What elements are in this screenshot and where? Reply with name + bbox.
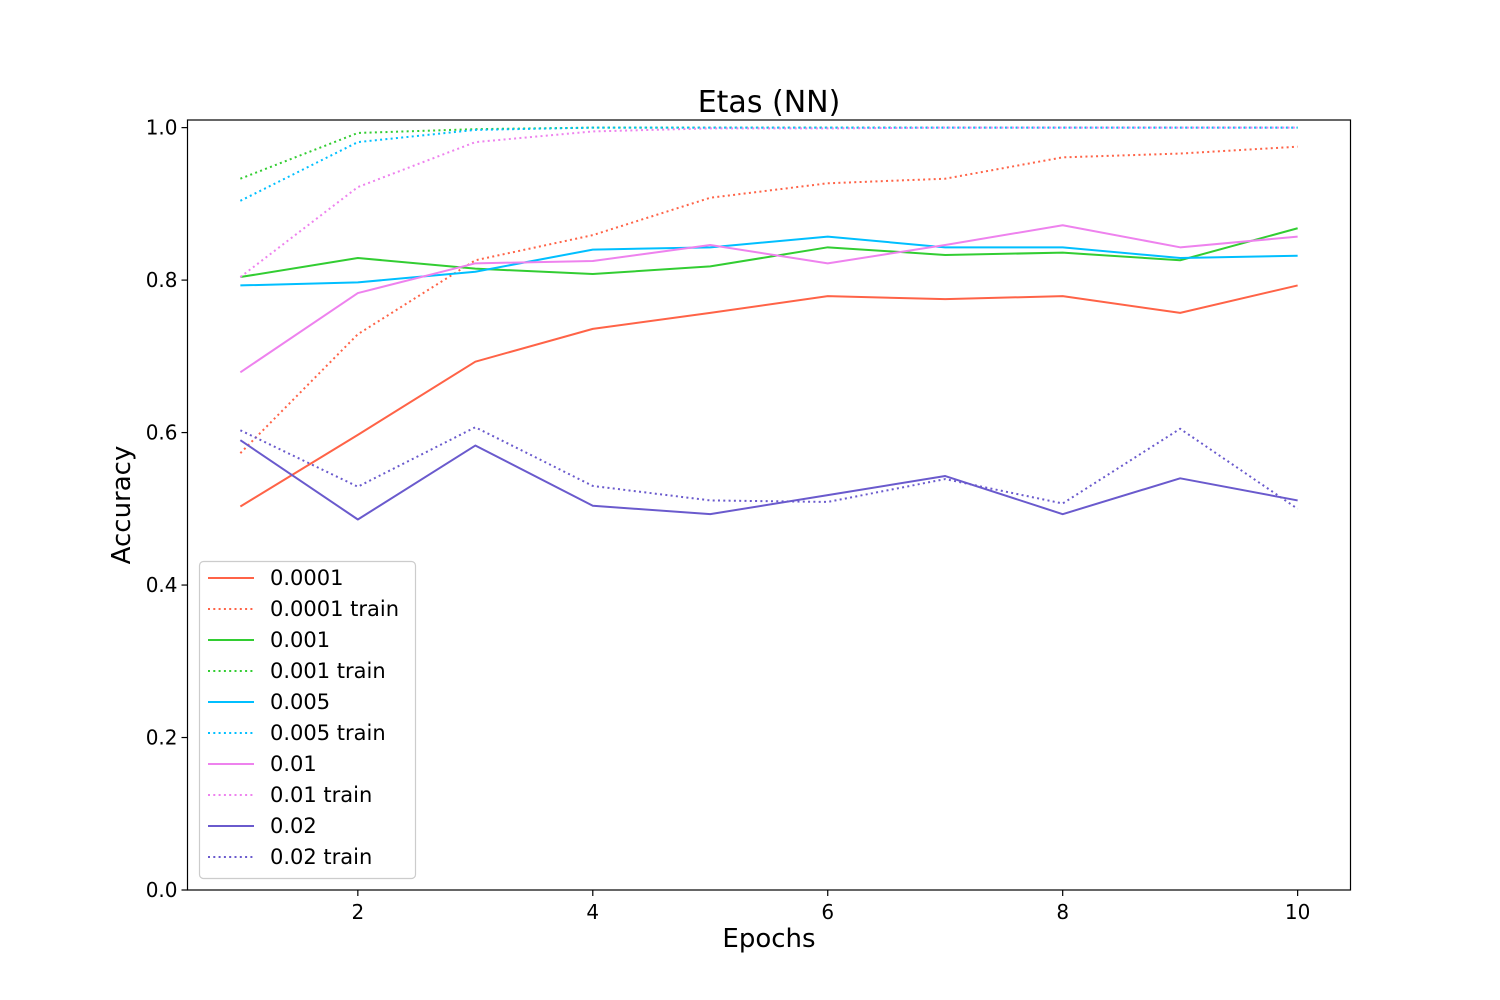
series-line-0-005 <box>240 235 1298 287</box>
x-tick-label: 2 <box>351 900 364 924</box>
x-axis-label: Epochs <box>722 924 815 954</box>
legend-label: 0.02 train <box>270 845 372 869</box>
series-line-0-02 <box>239 439 1298 521</box>
legend-label: 0.001 train <box>270 659 386 683</box>
series-layer <box>239 126 1299 521</box>
plot-frame <box>186 119 1352 891</box>
x-tick-label: 8 <box>1056 900 1069 924</box>
legend-label: 0.01 train <box>270 783 372 807</box>
series-line-0-02-train <box>239 426 1299 510</box>
legend-label: 0.001 <box>270 628 330 652</box>
x-axis: 2 4 6 8 10 <box>351 890 1310 924</box>
series-line-0-0001 <box>239 284 1298 508</box>
y-tick-label: 0.2 <box>146 726 178 750</box>
y-tick-label: 0.0 <box>146 878 178 902</box>
y-tick-label: 0.8 <box>146 268 178 292</box>
legend-label: 0.02 <box>270 814 317 838</box>
series-line-0-01-train <box>239 126 1298 278</box>
y-axis-label: Accuracy <box>107 446 137 565</box>
y-tick-label: 0.4 <box>146 573 178 597</box>
legend-label: 0.005 train <box>270 721 386 745</box>
legend-label: 0.005 <box>270 690 330 714</box>
legend-label: 0.0001 <box>270 566 343 590</box>
legend-label: 0.01 <box>270 752 317 776</box>
x-tick-label: 4 <box>586 900 599 924</box>
y-axis: 0.0 0.2 0.4 0.6 0.8 1.0 <box>146 116 188 902</box>
series-line-0-001 <box>240 227 1298 279</box>
x-tick-label: 10 <box>1285 900 1310 924</box>
x-tick-label: 6 <box>821 900 834 924</box>
y-tick-label: 0.6 <box>146 421 178 445</box>
series-line-0-01 <box>239 224 1298 374</box>
y-tick-label: 1.0 <box>146 116 178 140</box>
series-line-0-005-train <box>239 126 1298 202</box>
legend: 0.0001 0.0001 train 0.001 0.001 train 0.005 0… <box>198 560 417 880</box>
series-line-0-0001-train <box>239 145 1298 454</box>
chart-title: Etas (NN) <box>698 85 841 120</box>
legend-label: 0.0001 train <box>270 597 399 621</box>
